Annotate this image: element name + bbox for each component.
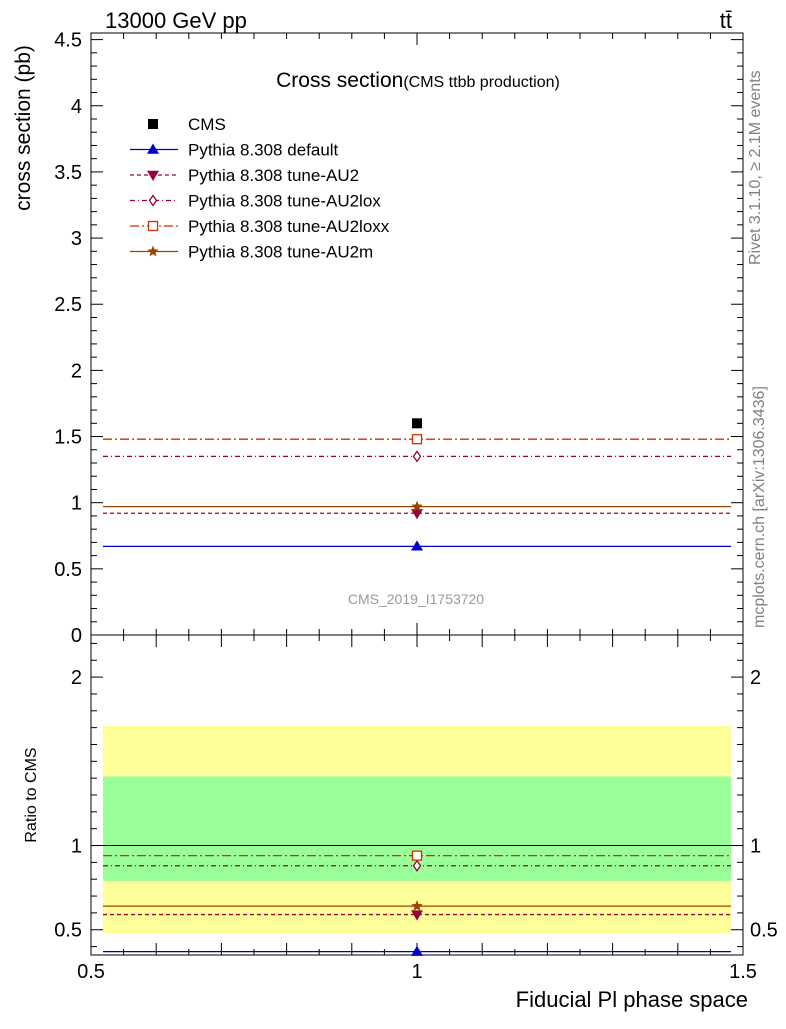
legend-marker-4 (147, 245, 159, 257)
xtick-label: 1 (411, 961, 422, 983)
main-ytick-label: 0 (71, 625, 82, 647)
xtick-label: 0.5 (77, 961, 105, 983)
main-ytick-label: 3.5 (54, 162, 82, 184)
legend-label-4: Pythia 8.308 tune-AU2m (188, 243, 373, 262)
cms-data-point (412, 418, 422, 429)
ratio-ytick-label-right: 2 (750, 667, 761, 689)
energy-label: 13000 GeV pp (105, 8, 247, 33)
ratio-ytick-label: 0.5 (54, 920, 82, 942)
main-ytick-label: 1 (71, 493, 82, 515)
main-plot: 0 0.5 1 1.5 2 2.5 3 3.5 4 4.5 CMS Pythia 8.308 defa… (54, 30, 744, 647)
main-ytick-label: 1.5 (54, 427, 82, 449)
plot-title-main: Cross section (276, 69, 403, 92)
xtick-label: 1.5 (729, 961, 757, 983)
main-ylabel: cross section (pb) (12, 45, 35, 211)
main-ytick-label: 2.5 (54, 294, 82, 316)
legend-marker-3 (147, 220, 159, 232)
legend-label-1: Pythia 8.308 tune-AU2 (188, 166, 359, 185)
main-series-marker-3 (411, 434, 423, 445)
main-series-marker-0 (411, 540, 423, 551)
ratio-series-marker-0 (411, 945, 423, 956)
legend-label-3: Pythia 8.308 tune-AU2loxx (188, 217, 390, 236)
legend-label-0: Pythia 8.308 default (188, 141, 339, 160)
legend-marker-cms (148, 119, 158, 129)
analysis-id-label: CMS_2019_I1753720 (348, 591, 484, 607)
rivet-label: Rivet 3.1.10, ≥ 2.1M events (747, 70, 764, 265)
ratio-ylabel: Ratio to CMS (23, 747, 40, 842)
legend-marker-2 (148, 194, 158, 207)
main-series-marker-2 (412, 450, 422, 463)
main-ytick-label: 2 (71, 360, 82, 382)
main-ytick-label: 0.5 (54, 559, 82, 581)
ratio-series-marker-1 (411, 910, 423, 921)
ratio-series-marker-3 (411, 850, 423, 861)
main-ytick-label: 3 (71, 228, 82, 250)
legend-label-2: Pythia 8.308 tune-AU2lox (188, 192, 381, 211)
ratio-ytick-label-right: 1 (750, 836, 761, 858)
xlabel: Fiducial Pl phase space (516, 987, 748, 1012)
legend-marker-0 (147, 143, 159, 154)
plot-title: Cross section(CMS ttbb production) (276, 69, 560, 92)
ratio-plot: 0.5 0.5 1 1 2 2 0.5 1 1.5 (54, 634, 778, 983)
process-label: tt̄ (720, 8, 732, 33)
ratio-series-marker-2 (412, 859, 422, 872)
main-ytick-label: 4.5 (54, 30, 82, 52)
main-series-marker-4 (411, 500, 423, 512)
ratio-ytick-label: 1 (71, 836, 82, 858)
legend-marker-1 (147, 170, 159, 181)
plot-title-sub: (CMS ttbb production) (403, 74, 560, 91)
legend-label-cms: CMS (188, 115, 226, 134)
ratio-series-marker-4 (411, 900, 423, 912)
main-ytick-label: 4 (71, 96, 82, 118)
ratio-ytick-label: 2 (71, 667, 82, 689)
ratio-ytick-label-right: 0.5 (750, 920, 778, 942)
main-series-marker-1 (411, 509, 423, 520)
mcplots-label: mcplots.cern.ch [arXiv:1306.3436] (751, 386, 768, 628)
